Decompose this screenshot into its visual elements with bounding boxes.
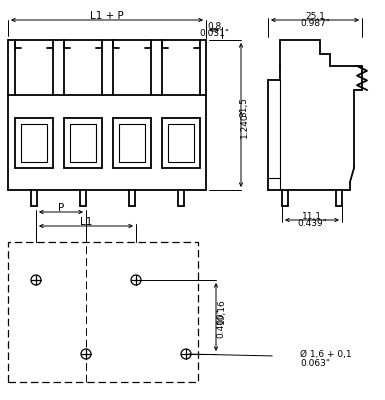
Text: 0.987": 0.987" bbox=[300, 18, 330, 28]
Text: 0.400": 0.400" bbox=[216, 308, 226, 338]
Text: 0,8: 0,8 bbox=[207, 22, 221, 30]
Text: 11,1: 11,1 bbox=[302, 212, 322, 220]
Bar bbox=[8, 242, 198, 382]
Text: 31,5: 31,5 bbox=[239, 97, 248, 117]
Text: L1 + P: L1 + P bbox=[90, 11, 124, 21]
Text: 0.031": 0.031" bbox=[199, 28, 229, 38]
Text: Ø 1,6 + 0,1: Ø 1,6 + 0,1 bbox=[300, 350, 352, 358]
Text: 25,1: 25,1 bbox=[305, 12, 325, 20]
Text: 10,16: 10,16 bbox=[216, 298, 226, 324]
Text: L1: L1 bbox=[80, 217, 92, 227]
Text: 1.240": 1.240" bbox=[239, 108, 248, 138]
Text: 0.439": 0.439" bbox=[297, 218, 327, 228]
Text: 0.063": 0.063" bbox=[300, 360, 330, 368]
Text: P: P bbox=[58, 203, 64, 213]
